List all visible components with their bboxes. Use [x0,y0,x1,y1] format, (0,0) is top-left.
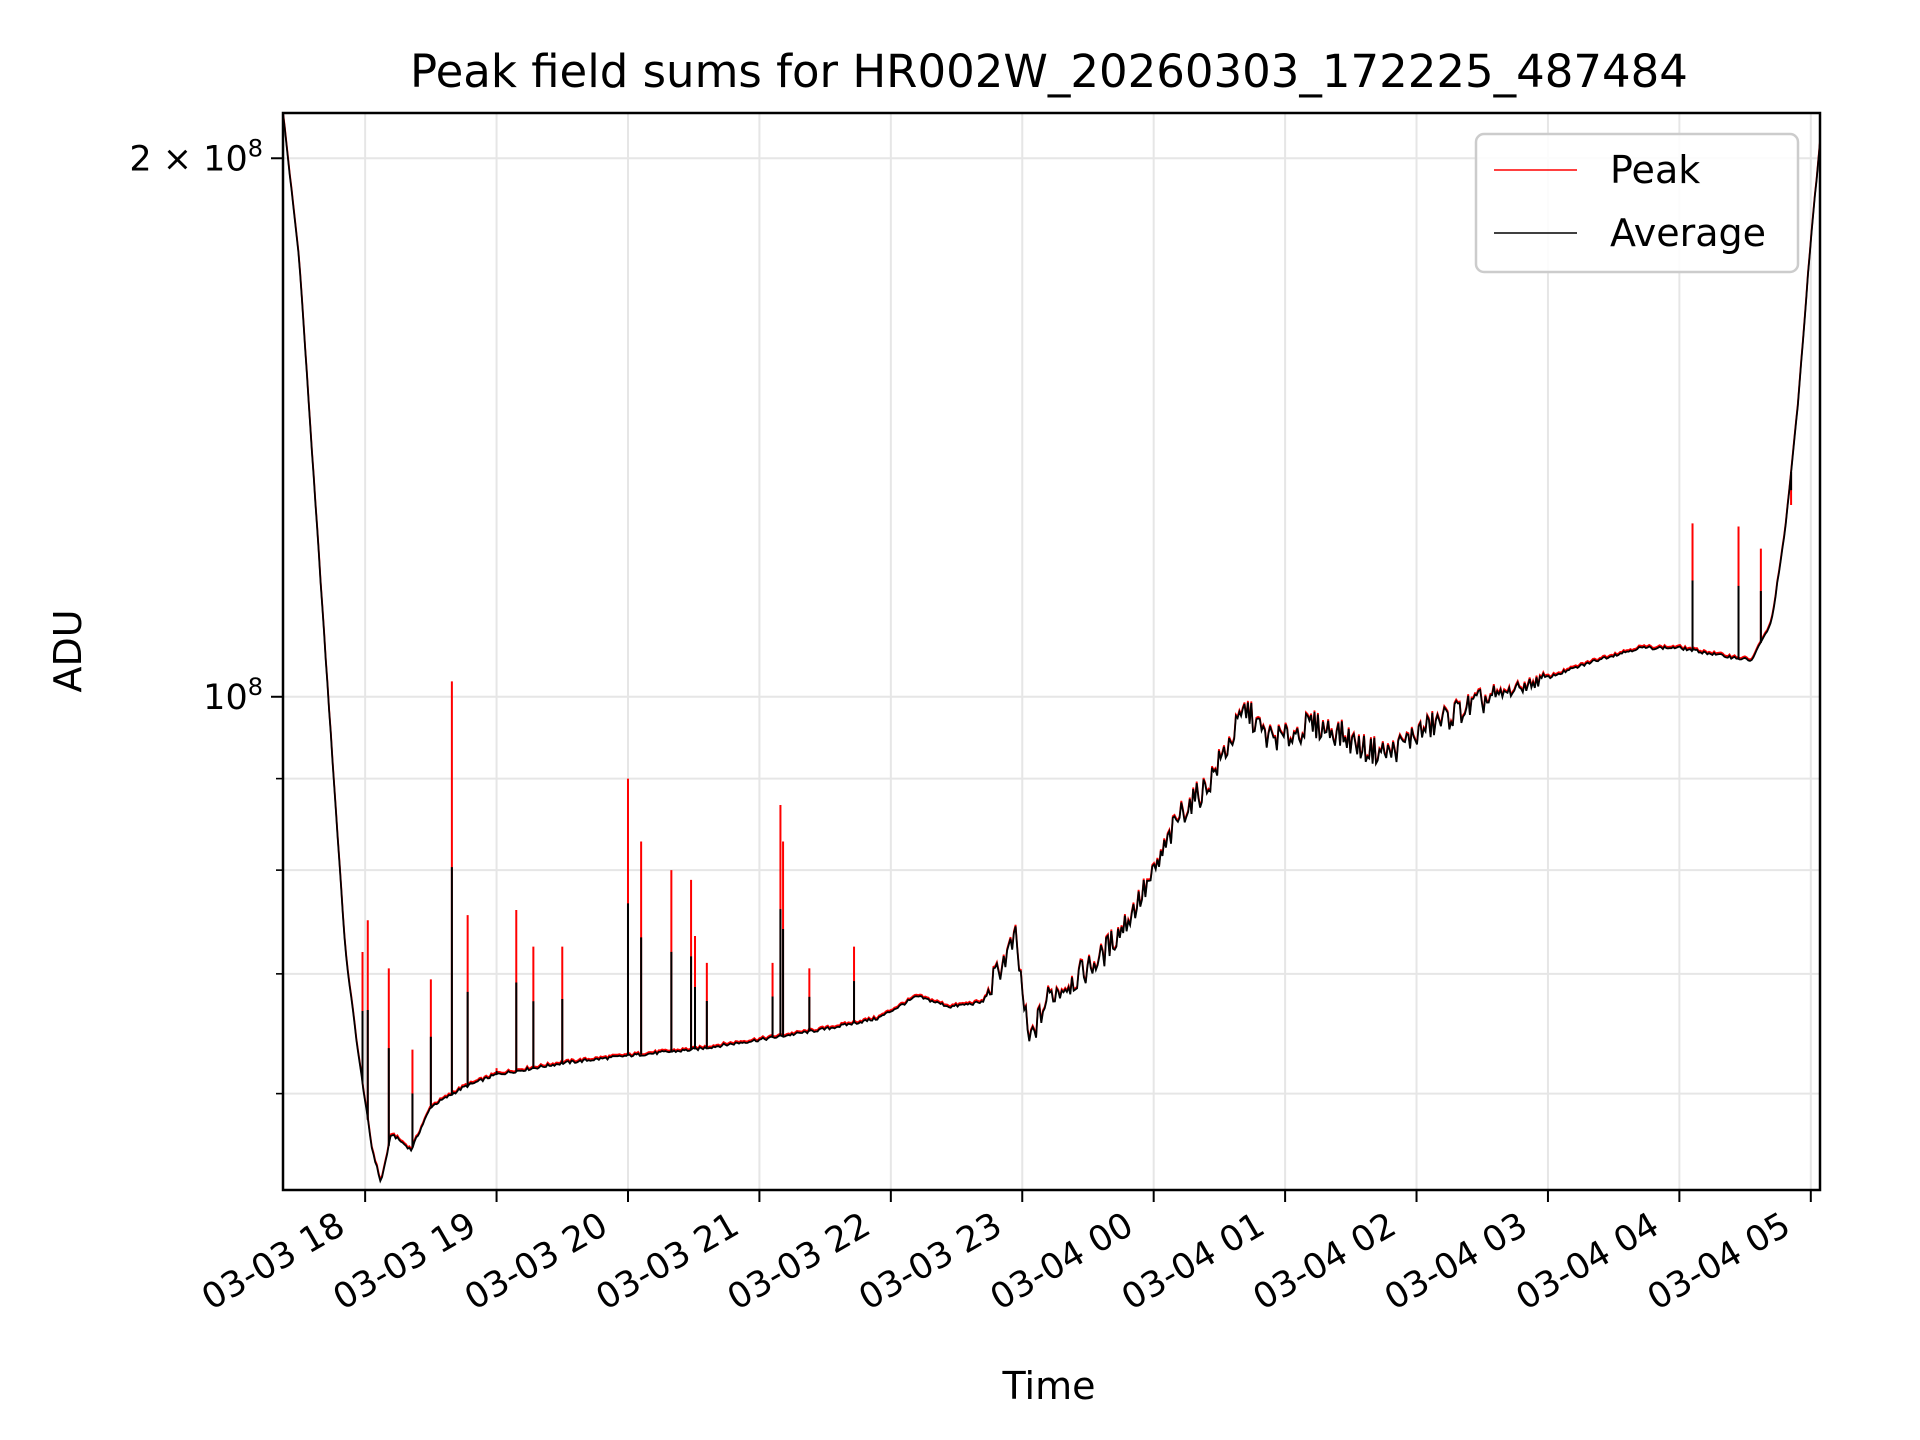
y-axis-label: ADU [46,609,90,692]
legend-average-label: Average [1610,211,1766,255]
average-series-line [282,113,1821,1184]
y-tick-label-base: 10 [203,678,248,718]
chart-title: Peak field sums for HR002W_20260303_1722… [410,45,1688,98]
y-tick-label-exponent: 8 [248,673,263,701]
legend-peak-label: Peak [1610,148,1700,192]
axes-frame [281,111,1822,1192]
plot-lines [282,112,1821,1184]
y-tick-label: 108 [203,673,263,718]
y-tick-label-exponent: 8 [248,134,263,162]
y-tick-label: 2 × 108 [129,134,263,179]
legend: Peak Average [1474,132,1800,274]
grid [283,113,1820,1190]
legend-box [1474,132,1800,274]
x-axis-label: Time [1002,1364,1096,1408]
ticks [271,157,1812,1202]
y-tick-label-base: 2 × 10 [129,139,247,179]
peak-series-line [282,112,1821,1183]
